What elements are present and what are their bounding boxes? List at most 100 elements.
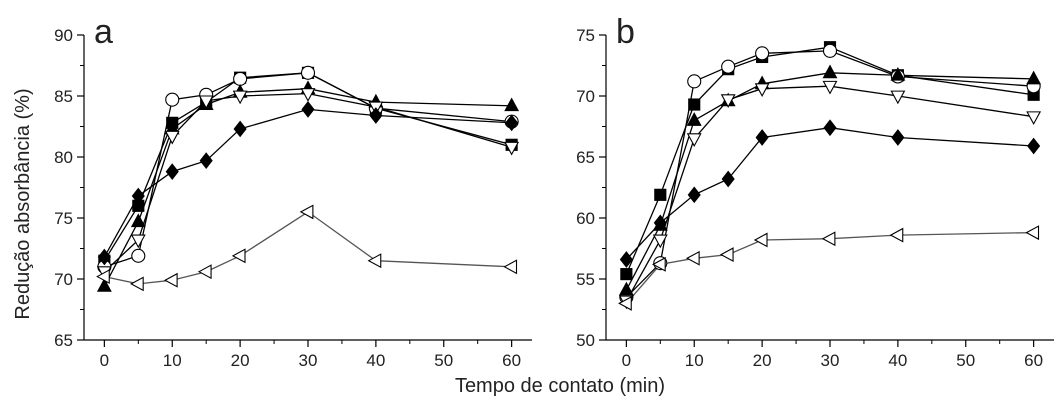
data-point-triangle-up-filled bbox=[686, 112, 702, 126]
data-point-circle-open bbox=[687, 74, 702, 89]
y-tick-label: 90 bbox=[54, 26, 73, 45]
data-point-triangle-left-open bbox=[889, 227, 904, 243]
data-point-circle-open bbox=[822, 43, 838, 58]
data-point-triangle-up-filled bbox=[1026, 70, 1042, 85]
data-point-diamond-filled bbox=[369, 107, 383, 124]
data-point-triangle-down-open bbox=[164, 130, 180, 145]
data-point-triangle-left-open bbox=[299, 204, 314, 220]
data-point-diamond-filled bbox=[823, 119, 837, 137]
series-line-triangle-down-open bbox=[103, 92, 512, 273]
data-point-triangle-left-open bbox=[231, 248, 246, 264]
series-line-triangle-left-open bbox=[104, 211, 512, 285]
x-tick-label: 0 bbox=[100, 351, 109, 370]
data-point-diamond-filled bbox=[721, 170, 735, 188]
data-point-circle-open bbox=[755, 46, 770, 61]
data-point-triangle-left-open bbox=[685, 250, 700, 266]
y-tick-label: 80 bbox=[54, 148, 73, 167]
data-point-triangle-up-filled bbox=[96, 278, 112, 292]
data-point-diamond-filled bbox=[505, 114, 519, 132]
data-point-triangle-down-open bbox=[232, 90, 248, 105]
y-tick-label: 65 bbox=[54, 331, 73, 350]
data-point-triangle-down-open bbox=[720, 94, 736, 108]
data-point-triangle-down-open bbox=[504, 141, 520, 156]
data-point-square-filled bbox=[620, 268, 633, 281]
x-tick-label: 30 bbox=[821, 351, 840, 370]
data-point-triangle-up-filled bbox=[618, 281, 634, 296]
series-line-circle-open bbox=[104, 72, 512, 268]
data-point-triangle-down-open bbox=[300, 88, 316, 102]
data-point-triangle-up-filled bbox=[822, 64, 838, 79]
data-point-triangle-down-open bbox=[822, 80, 838, 95]
data-point-triangle-down-open bbox=[890, 90, 906, 105]
data-point-diamond-filled bbox=[891, 129, 905, 146]
data-point-circle-open bbox=[721, 59, 736, 74]
panel-b: 0 10 20 30 40 50 60 50 55 60 65 70 75 b bbox=[576, 13, 1054, 370]
y-tick-label: 75 bbox=[576, 26, 595, 45]
data-point-circle-open bbox=[300, 65, 316, 80]
data-point-triangle-up-filled bbox=[890, 66, 906, 81]
data-point-diamond-filled bbox=[199, 152, 213, 170]
y-tick-label: 55 bbox=[576, 270, 595, 289]
x-tick-label: 60 bbox=[502, 351, 521, 370]
series-line-circle-open bbox=[625, 50, 1034, 298]
series-line-diamond-filled bbox=[103, 108, 512, 258]
panel-a: 0 10 20 30 40 50 60 65 70 75 80 85 90 a bbox=[54, 13, 532, 370]
data-point-diamond-filled bbox=[97, 248, 111, 266]
data-point-diamond-filled bbox=[1027, 137, 1041, 155]
data-point-triangle-left-open bbox=[503, 259, 518, 275]
data-point-triangle-down-open bbox=[198, 95, 214, 110]
x-tick-label: 0 bbox=[622, 351, 631, 370]
data-point-triangle-left-open bbox=[1025, 225, 1040, 241]
data-point-diamond-filled bbox=[687, 186, 701, 204]
data-point-triangle-up-filled bbox=[504, 97, 520, 112]
data-point-circle-open bbox=[131, 248, 146, 263]
data-point-diamond-filled bbox=[619, 251, 633, 268]
data-point-triangle-left-open bbox=[651, 256, 666, 272]
x-tick-label: 30 bbox=[299, 351, 318, 370]
y-tick-label: 70 bbox=[576, 87, 595, 106]
x-tick-label: 20 bbox=[231, 351, 250, 370]
data-point-triangle-up-filled bbox=[130, 213, 146, 228]
x-tick-label: 50 bbox=[956, 351, 975, 370]
data-point-diamond-filled bbox=[233, 120, 247, 138]
y-tick-label: 85 bbox=[54, 87, 73, 106]
x-tick-label: 60 bbox=[1024, 351, 1043, 370]
data-point-triangle-down-open bbox=[130, 234, 146, 249]
y-tick-label: 70 bbox=[54, 270, 73, 289]
data-point-circle-open bbox=[165, 92, 180, 107]
data-point-diamond-filled bbox=[165, 163, 179, 181]
data-point-diamond-filled bbox=[755, 129, 769, 146]
data-point-triangle-left-open bbox=[719, 247, 734, 263]
y-tick-label: 65 bbox=[576, 148, 595, 167]
x-tick-label: 50 bbox=[434, 351, 453, 370]
panel-label: a bbox=[94, 13, 113, 51]
data-point-triangle-down-open bbox=[1026, 111, 1042, 126]
data-point-triangle-left-open bbox=[618, 295, 632, 311]
x-tick-label: 20 bbox=[753, 351, 772, 370]
y-tick-label: 50 bbox=[576, 331, 595, 350]
panel-label: b bbox=[616, 13, 635, 51]
data-point-triangle-down-open bbox=[754, 83, 770, 97]
series-line-triangle-up-filled bbox=[103, 88, 512, 287]
data-point-triangle-left-open bbox=[753, 232, 768, 248]
y-tick-label: 75 bbox=[54, 209, 73, 228]
data-point-diamond-filled bbox=[301, 101, 315, 118]
data-point-triangle-left-open bbox=[163, 272, 178, 288]
data-point-triangle-down-open bbox=[686, 133, 702, 148]
data-point-triangle-left-open bbox=[197, 264, 212, 280]
data-point-square-filled bbox=[688, 98, 701, 111]
y-tick-label: 60 bbox=[576, 209, 595, 228]
data-point-square-filled bbox=[654, 188, 667, 201]
series-line-triangle-up-filled bbox=[625, 72, 1034, 291]
data-point-triangle-left-open bbox=[367, 253, 382, 269]
series-line-diamond-filled bbox=[625, 127, 1034, 260]
data-point-diamond-filled bbox=[131, 187, 145, 205]
data-point-diamond-filled bbox=[653, 214, 667, 232]
x-tick-label: 10 bbox=[685, 351, 704, 370]
series-line-square-filled bbox=[625, 46, 1034, 275]
data-point-circle-open bbox=[233, 71, 248, 86]
y-axis-title: Redução absorbância (%) bbox=[12, 88, 34, 319]
data-point-triangle-left-open bbox=[96, 269, 110, 284]
x-axis-title: Tempo de contato (min) bbox=[455, 375, 665, 397]
